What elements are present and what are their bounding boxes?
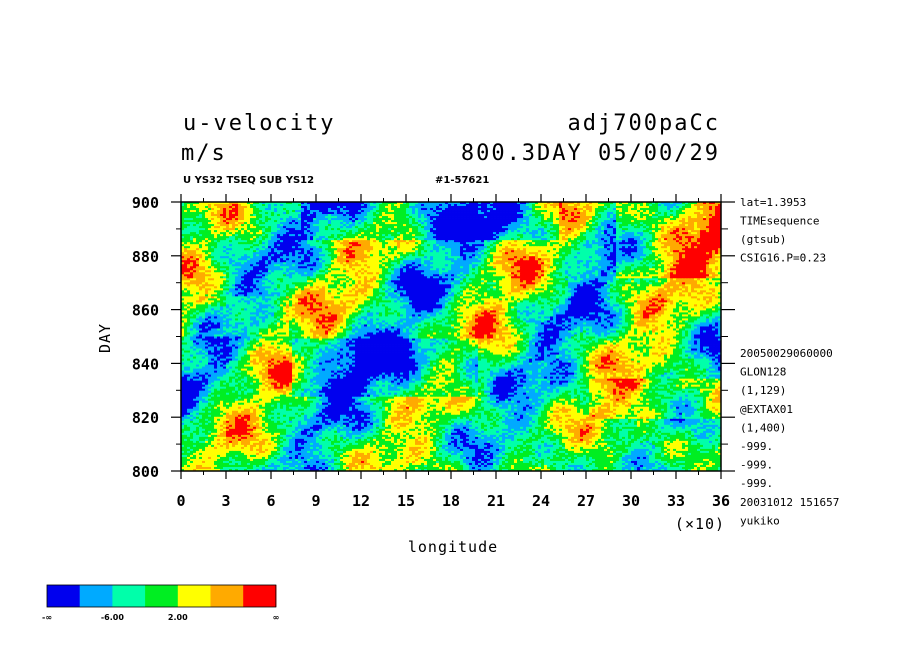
y-tick-label: 800 [132,463,159,481]
time-info: 800.3DAY 05/00/29 [461,141,720,166]
side-info-line: -999. [740,440,773,453]
x-axis-label: longitude [408,538,498,556]
side-info-line: -999. [740,477,773,490]
units-label: m/s [181,141,227,166]
x-tick-label: 9 [311,492,320,510]
subtitle-left: U YS32 TSEQ SUB YS12 [183,175,314,186]
side-info-top: lat=1.3953 TIMEsequence (gtsub) CSIG16.P=0.… [740,196,826,265]
x-tick-label: 30 [622,492,640,510]
side-info-line: TIMEsequence [740,215,819,228]
colorbar-swatch [210,585,244,607]
colorbar-swatch [177,585,211,607]
x-tick-label: 24 [532,492,550,510]
subtitle-right: #1-57621 [435,175,489,186]
side-info-line: @EXTAX01 [740,403,793,416]
y-axis-label: DAY [96,323,114,353]
y-tick-label: 880 [132,248,159,266]
x-tick-label: 0 [176,492,185,510]
x-tick-label: 6 [266,492,275,510]
x-tick-label: 27 [577,492,595,510]
side-info-line: 20050029060000 [740,347,833,360]
x-axis: 0 3 6 9 12 15 18 21 24 27 30 33 36 [176,194,730,510]
colorbar-label: -∞ [42,613,52,622]
colorbar-label: 2.00 [168,613,188,622]
experiment-name: adj700paCc [568,111,720,136]
colorbar-swatch [112,585,146,607]
side-info-line: -999. [740,459,773,472]
x-tick-label: 15 [397,492,415,510]
x-tick-label: 3 [221,492,230,510]
chart-title: u-velocity [183,111,335,136]
x-tick-label: 18 [442,492,460,510]
colorbar-swatch [145,585,179,607]
y-tick-label: 820 [132,409,159,427]
y-tick-label: 900 [132,194,159,212]
side-info-line: (gtsub) [740,233,786,246]
y-tick-label: 860 [132,302,159,320]
heatmap-field [181,202,721,471]
x-tick-label: 36 [712,492,730,510]
y-axis: 800 820 840 860 880 900 [132,194,735,481]
x-tick-label: 12 [352,492,370,510]
side-info-line: (1,129) [740,384,786,397]
colorbar: -∞ -6.00 2.00 ∞ [42,584,280,622]
side-info-line: 20031012 151657 [740,496,839,509]
x-tick-label: 33 [667,492,685,510]
colorbar-swatch [47,585,81,607]
y-tick-label: 840 [132,355,159,373]
side-info-line: CSIG16.P=0.23 [740,252,826,265]
colorbar-label: ∞ [273,613,280,622]
colorbar-frame [46,584,277,608]
side-info-line: (1,400) [740,421,786,434]
colorbar-swatch [243,585,277,607]
side-info-line: GLON128 [740,366,786,379]
side-info-line: lat=1.3953 [740,196,806,209]
x-tick-label: 21 [487,492,505,510]
colorbar-swatch [79,585,113,607]
side-info-line: yukiko [740,514,780,527]
side-info-bottom: 20050029060000 GLON128 (1,129) @EXTAX01 (1,4… [740,347,839,527]
colorbar-label: -6.00 [101,613,124,622]
x-scale-note: (×10) [675,515,725,533]
